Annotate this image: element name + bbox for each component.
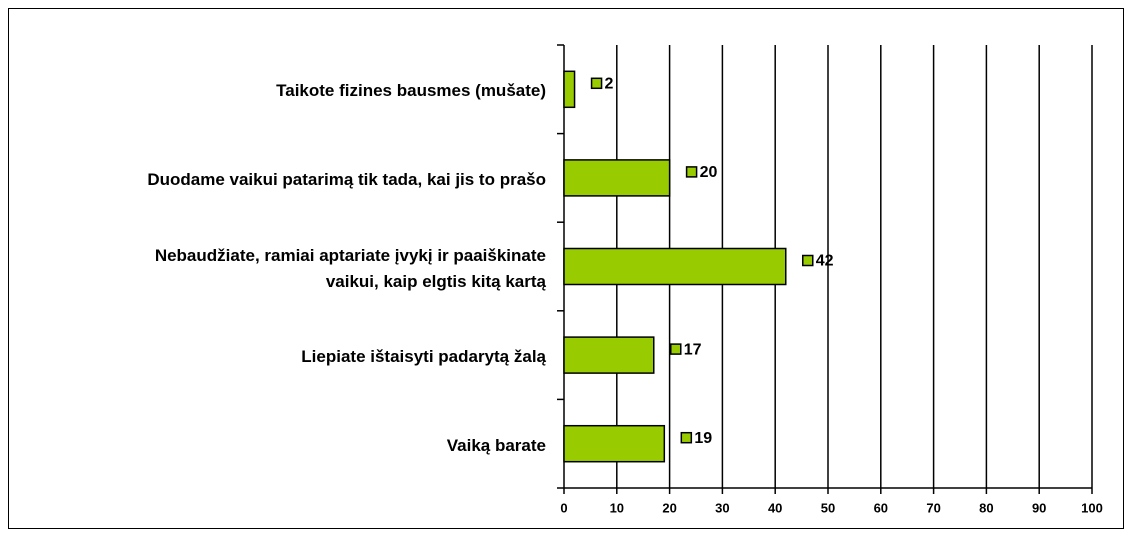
y-tick-label: Nebaudžiate, ramiai aptariate įvykį ir p…	[154, 245, 546, 291]
bar	[563, 424, 666, 463]
x-tick-label: 10	[610, 500, 624, 515]
bar	[563, 336, 655, 374]
data-label-key	[685, 166, 698, 178]
x-tick-label: 30	[715, 500, 729, 515]
y-tick-label: Duodame vaikui patarimą tik tada, kai ji…	[147, 169, 546, 189]
data-label-key	[680, 431, 693, 444]
data-label: 17	[684, 341, 702, 358]
x-tick-label: 50	[821, 500, 835, 515]
data-label: 19	[694, 430, 712, 447]
data-label-key	[590, 77, 603, 90]
data-label-key	[802, 254, 814, 267]
y-tick-label: Liepiate ištaisyti padarytą žalą	[301, 347, 546, 367]
x-tick-label: 0	[560, 500, 567, 515]
bar	[563, 70, 576, 109]
x-tick-label: 70	[926, 500, 940, 515]
data-label: 20	[700, 164, 718, 181]
data-label-key	[670, 343, 682, 355]
data-label: 2	[605, 76, 614, 93]
x-tick-label: 40	[768, 500, 782, 515]
bar	[563, 247, 787, 286]
x-tick-label: 80	[979, 500, 993, 515]
bar	[563, 159, 671, 197]
y-tick-label: Vaiką barate	[446, 435, 546, 455]
y-tick-label: Taikote fizines bausmes (mušate)	[276, 81, 546, 101]
x-tick-label: 100	[1081, 500, 1103, 515]
data-label: 42	[816, 253, 834, 270]
chart-border	[8, 8, 1124, 529]
x-tick-label: 20	[662, 500, 676, 515]
x-tick-label: 60	[874, 500, 888, 515]
x-tick-label: 90	[1032, 500, 1046, 515]
